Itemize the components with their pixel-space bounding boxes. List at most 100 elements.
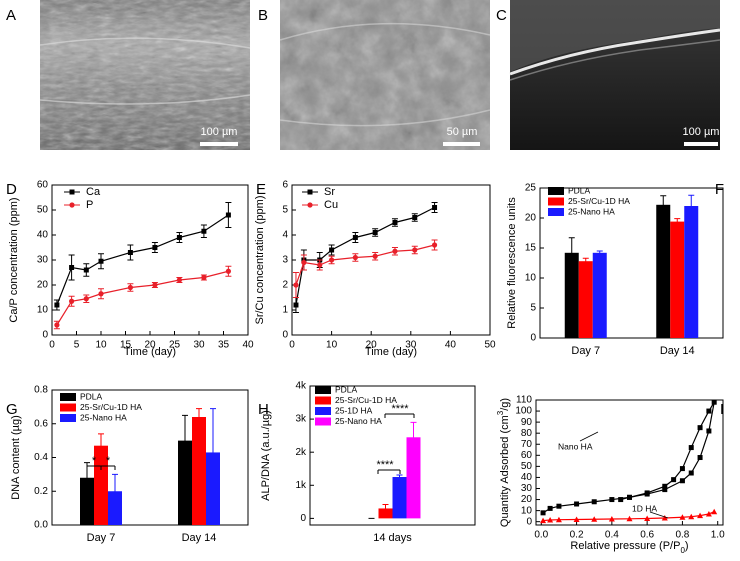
x-tick-label: 0.4 <box>605 530 619 541</box>
marker <box>54 302 60 308</box>
legend-swatch <box>548 208 564 216</box>
marker <box>127 250 133 255</box>
marker <box>307 189 313 195</box>
scale-bar-label: 100 µm <box>201 126 238 138</box>
marker <box>201 228 207 234</box>
marker <box>329 257 335 263</box>
marker <box>152 282 158 288</box>
y-tick-label: 3k <box>295 414 307 425</box>
marker <box>317 262 323 268</box>
y-tick-label: 20 <box>521 494 533 505</box>
marker <box>662 487 668 493</box>
legend-label: 25-Sr/Cu-1D HA <box>568 196 630 206</box>
marker <box>671 477 677 483</box>
marker <box>705 510 712 517</box>
x-tick-label: Day 14 <box>182 532 217 544</box>
x-tick-label: 20 <box>366 340 378 351</box>
y-tick-label: 60 <box>521 450 533 461</box>
error-bar <box>674 218 681 226</box>
bar <box>684 206 699 338</box>
y-tick-label: 0 <box>526 516 532 527</box>
y-tick-label: 10 <box>37 305 49 316</box>
legend-label: PDLA <box>568 185 591 195</box>
label-arrow <box>579 431 599 442</box>
legend-swatch <box>315 407 331 415</box>
y-tick-label: 0 <box>300 513 306 524</box>
y-tick-label: 2k <box>295 447 307 458</box>
label-arrow <box>649 511 669 519</box>
bar <box>178 440 192 525</box>
series-line <box>295 206 435 306</box>
error-bar <box>660 195 667 215</box>
annotation: **** <box>391 403 409 415</box>
y-tick-label: 3 <box>282 255 288 266</box>
y-tick-label: 50 <box>521 461 533 472</box>
marker <box>69 265 75 270</box>
marker <box>688 445 694 451</box>
marker <box>98 291 104 297</box>
y-axis-label: ALP/DNA (a.u./µg) <box>260 410 272 501</box>
x-tick-label: 30 <box>193 340 205 351</box>
x-tick-label: 40 <box>242 340 254 351</box>
marker <box>201 274 207 281</box>
legend-swatch <box>60 403 76 412</box>
legend-label: PDLA <box>80 391 103 401</box>
label-part: Relative pressure (P/P <box>570 540 680 552</box>
label-part: 0 <box>680 546 685 555</box>
marker <box>547 517 554 523</box>
marker <box>627 494 632 500</box>
y-axis-label: Ca/P concentration (ppm) <box>8 197 20 322</box>
marker <box>152 245 158 250</box>
marker <box>392 220 398 225</box>
y-tick-label: 90 <box>521 417 533 428</box>
panel-label: H <box>258 401 269 418</box>
error-bar <box>112 473 118 509</box>
bar <box>80 477 94 525</box>
error-bar <box>210 408 216 497</box>
marker <box>697 512 704 519</box>
y-tick-label: 5 <box>282 205 288 216</box>
error-bar <box>382 503 389 513</box>
x-tick-label: 25 <box>169 340 181 351</box>
error-bar <box>98 433 104 458</box>
x-tick-label: Day 7 <box>571 345 600 357</box>
marker <box>83 267 89 273</box>
legend-label: P <box>86 199 93 211</box>
x-tick-label: 30 <box>405 340 417 351</box>
legend-swatch <box>315 417 331 426</box>
marker <box>431 242 438 248</box>
y-axis-label: Sr/Cu concentration (ppm) <box>254 196 266 325</box>
y-tick-label: 0.2 <box>34 486 48 497</box>
marker <box>69 298 75 304</box>
y-axis-label: DNA content (µg) <box>10 415 22 500</box>
marker <box>392 248 398 254</box>
legend-label: 25-Nano HA <box>568 206 615 216</box>
error-bar <box>582 257 589 265</box>
y-tick-label: 40 <box>37 230 49 241</box>
bar <box>670 221 685 338</box>
x-tick-label: 0 <box>289 340 295 351</box>
label-part: 3 <box>496 410 505 415</box>
y-tick-label: 4 <box>282 230 288 241</box>
panel-label: A <box>6 7 16 24</box>
y-tick-label: 1 <box>282 305 288 316</box>
marker <box>679 514 686 520</box>
panel-label: C <box>496 7 507 24</box>
bar <box>192 417 206 525</box>
marker <box>412 215 418 220</box>
bar <box>578 261 593 338</box>
legend-label: 25-Nano HA <box>335 416 382 426</box>
marker <box>555 516 562 523</box>
legend-label: Cu <box>324 199 338 211</box>
y-tick-label: 0 <box>282 330 288 341</box>
marker <box>662 483 668 489</box>
y-tick-label: 70 <box>521 439 533 450</box>
marker <box>432 205 438 210</box>
marker <box>69 189 75 195</box>
x-axis-label: Time (day) <box>365 346 417 358</box>
label-part: Quantity Adsorbed (cm <box>499 415 511 527</box>
y-tick-label: 50 <box>37 205 49 216</box>
error-bar <box>596 250 603 256</box>
y-tick-label: 15 <box>525 243 537 254</box>
